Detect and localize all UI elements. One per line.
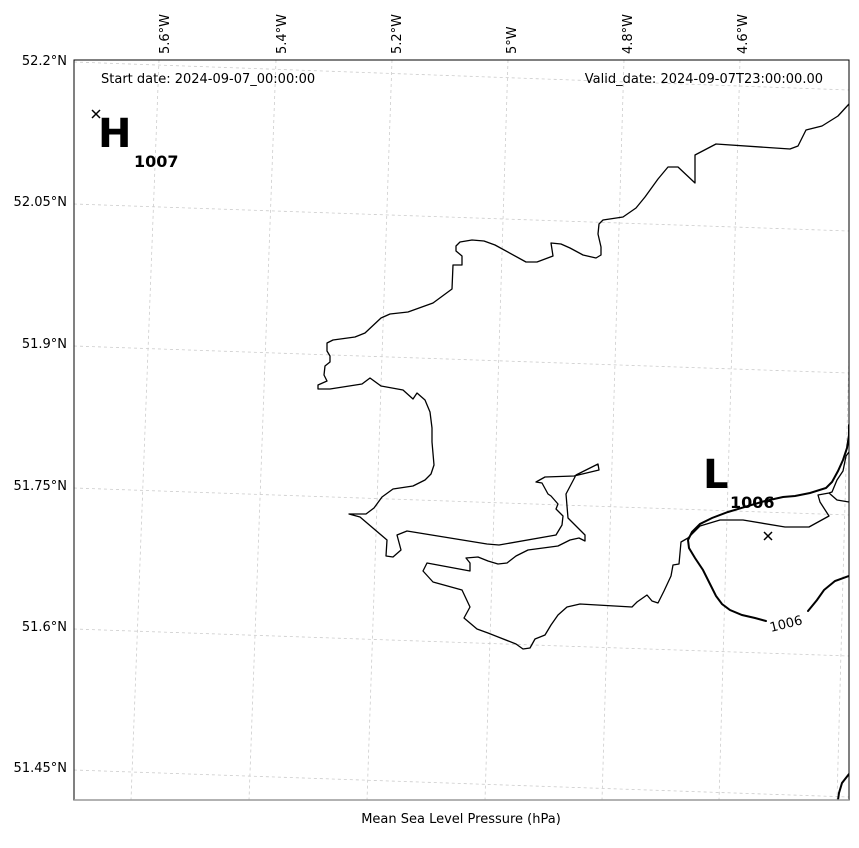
lat-tick-label: 52.2°N (22, 54, 67, 69)
high-center-value: 1007 (134, 152, 179, 171)
lon-tick-label: 5.2°W (390, 14, 405, 54)
lon-tick-label: 5°W (505, 26, 520, 54)
low-pressure-center: L 1006 (703, 452, 775, 541)
start-date-label: Start date: 2024-09-07_00:00:00 (101, 72, 315, 87)
low-center-letter: L (703, 452, 729, 498)
high-pressure-center: H 1007 (91, 109, 179, 171)
isobars (686, 424, 849, 800)
lon-tick-label: 4.6°W (736, 14, 751, 54)
isobar-1006-east (807, 575, 849, 612)
lat-tick-label: 51.6°N (22, 620, 67, 635)
high-center-letter: H (98, 111, 131, 157)
map-area[interactable] (74, 60, 849, 800)
valid-date-label: Valid_date: 2024-09-07T23:00:00.00 (585, 72, 823, 87)
lon-tick-label: 5.6°W (158, 14, 173, 54)
lat-tick-label: 51.75°N (14, 479, 67, 494)
latitude-axis: 52.2°N 52.05°N 51.9°N 51.75°N 51.6°N 51.… (14, 54, 67, 776)
low-center-value: 1006 (730, 493, 775, 512)
lat-tick-label: 51.45°N (14, 761, 67, 776)
lat-tick-label: 51.9°N (22, 337, 67, 352)
high-center-cross-icon (91, 109, 101, 119)
low-center-cross-icon (763, 531, 773, 541)
isobar-1006-main (686, 424, 849, 622)
longitude-axis: 5.6°W 5.4°W 5.2°W 5°W 4.8°W 4.6°W (158, 14, 751, 54)
coastline (317, 103, 849, 650)
lon-tick-label: 5.4°W (275, 14, 290, 54)
lon-tick-label: 4.8°W (621, 14, 636, 54)
coastline-pembrokeshire (317, 103, 849, 650)
map-caption: Mean Sea Level Pressure (hPa) (361, 812, 561, 827)
lat-tick-label: 52.05°N (14, 195, 67, 210)
isobar-1006-south (837, 773, 849, 800)
